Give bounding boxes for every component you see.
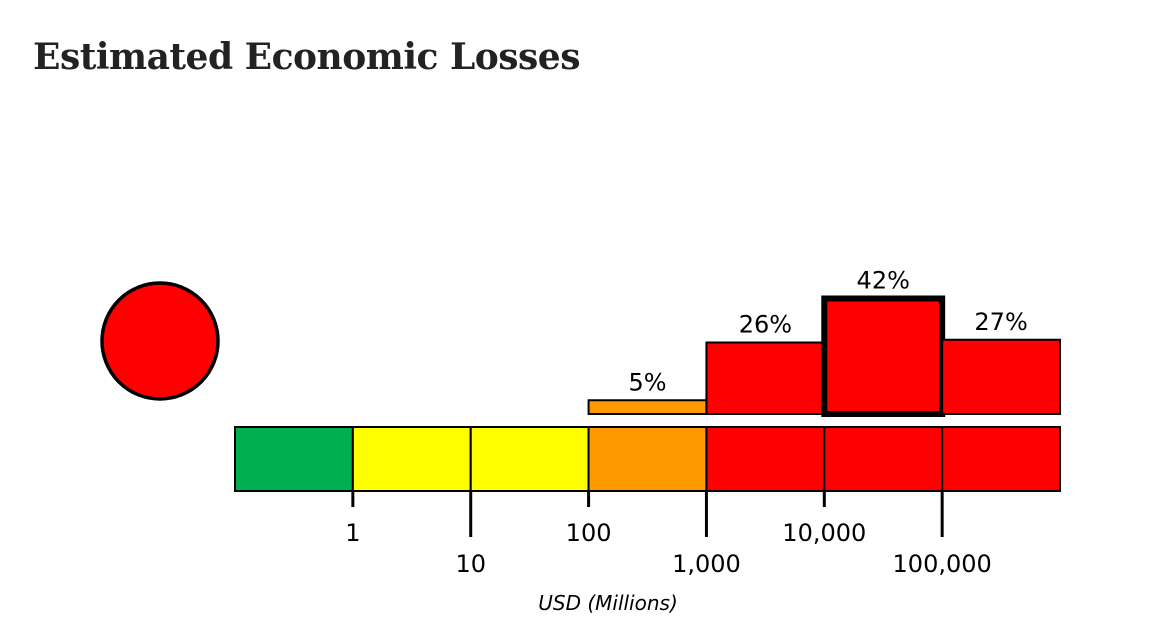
scale-segment-2 — [469, 426, 590, 492]
alert-level-indicator — [100, 281, 220, 401]
bar-value-label-3: 5% — [628, 368, 666, 396]
x-axis-label: USD (Millions) — [538, 591, 678, 615]
scale-segment-1 — [351, 426, 472, 492]
page-title: Estimated Economic Losses — [33, 36, 580, 78]
bar-3 — [587, 399, 708, 415]
tick-label-4: 10,000 — [782, 519, 866, 547]
scale-segment-4 — [705, 426, 826, 492]
scale-segment-3 — [587, 426, 708, 492]
bar-value-label-5: 42% — [857, 267, 910, 295]
tick-label-3: 1,000 — [672, 550, 741, 578]
scale-segment-5 — [823, 426, 944, 492]
bar-value-label-4: 26% — [739, 311, 792, 339]
tick-label-1: 10 — [455, 550, 486, 578]
scale-segment-6 — [941, 426, 1062, 492]
scale-segment-0 — [234, 426, 354, 492]
tick-label-0: 1 — [345, 519, 360, 547]
bar-4 — [705, 341, 826, 415]
tick-label-2: 100 — [566, 519, 612, 547]
bar-6 — [941, 338, 1062, 415]
tick-label-5: 100,000 — [893, 550, 992, 578]
bar-value-label-6: 27% — [974, 308, 1027, 336]
bar-5 — [821, 295, 946, 417]
